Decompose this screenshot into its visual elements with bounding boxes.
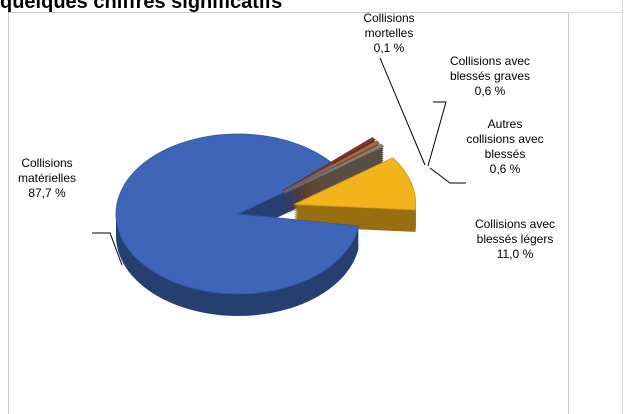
slice-name-label-3: collisions avec [466,132,543,146]
leader-line-3 [429,167,466,184]
leader-lines [92,57,466,266]
pie-slice-1 [281,137,376,192]
slice-depth-3 [284,148,384,198]
slice-name-label-1: Collisions [363,11,414,25]
leader-line-2 [427,101,447,167]
leader-line-0 [92,232,123,266]
slice-name-label-3: blessés [485,147,526,161]
pie-slice-4 [293,157,417,211]
slice-value-label-3: 0,6 % [490,162,521,176]
pie-slice-3 [284,143,385,194]
slice-depth-3 [284,150,384,200]
slice-name-label-1: mortelles [365,26,414,40]
slice-name-label-0: Collisions [21,156,72,170]
slice-depth-3 [284,158,384,208]
frame-outer-border [622,0,623,414]
chart-title: quelques chiffres significatifs [0,0,283,13]
chart-title-strip: quelques chiffres significatifs [0,0,639,18]
frame-right-border [568,12,569,414]
slice-depth-3 [284,156,384,206]
slice-depth-3 [284,152,384,202]
slice-name-label-4: Collisions avec [475,217,555,231]
slice-value-label-1: 0,1 % [374,41,405,55]
leader-line-1 [379,57,426,166]
frame-left-border [8,12,9,414]
slice-value-label-4: 11,0 % [497,247,534,261]
slice-value-label-2: 0,6 % [475,84,506,98]
frame-top-border [8,12,568,13]
slice-name-label-0: matérielles [18,171,76,185]
slice-name-label-4: blessés légers [477,232,554,246]
slice-name-label-2: blessés graves [450,69,530,83]
slice-depth-3 [284,154,384,204]
slice-name-label-3: Autres [488,117,523,131]
slice-value-label-0: 87,7 % [28,186,66,200]
pie-slice-0 [115,133,360,295]
pie-top-layer [115,133,417,295]
frame-top-right-border [568,12,622,13]
pie-slice-2 [282,140,381,193]
slice-name-label-2: Collisions avec [450,54,530,68]
